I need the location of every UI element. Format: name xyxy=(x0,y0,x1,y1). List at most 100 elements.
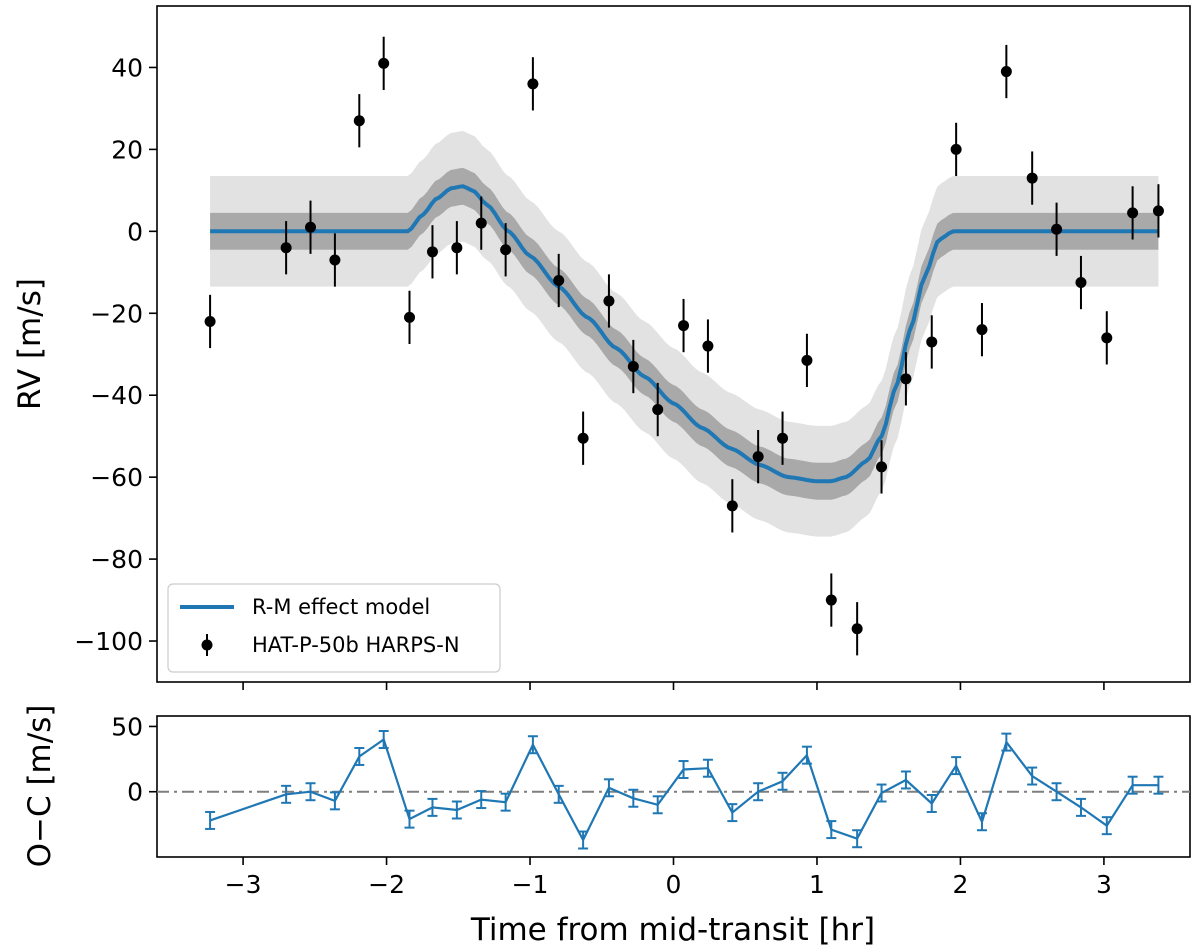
rv-data-point xyxy=(678,298,690,353)
rv-data-point xyxy=(1152,184,1164,238)
residual-point xyxy=(476,790,487,810)
residual-point xyxy=(329,791,340,811)
rv-marker xyxy=(652,404,664,416)
residual-y-ticks: 50 0 xyxy=(111,712,157,807)
residual-point xyxy=(777,771,788,791)
rv-marker xyxy=(553,274,565,286)
residual-point xyxy=(652,795,663,815)
rv-marker xyxy=(1000,66,1012,78)
rv-data-point xyxy=(652,382,664,437)
residual-point xyxy=(1153,775,1164,795)
x-tick-label: −1 xyxy=(512,870,549,899)
rv-data-point xyxy=(876,440,888,494)
residual-point xyxy=(553,784,564,804)
x-tick-label: −3 xyxy=(225,870,262,899)
rv-data-point xyxy=(404,290,416,344)
rv-marker xyxy=(1075,277,1087,289)
model-curve xyxy=(210,184,1159,484)
rv-marker xyxy=(500,244,512,256)
rv-marker xyxy=(1152,205,1164,217)
rv-y-ticks: 40 20 0 −20 −40 −60 −80 −100 xyxy=(74,53,157,656)
rv-data-point xyxy=(500,223,512,277)
rv-marker xyxy=(1051,223,1063,235)
rv-marker xyxy=(305,221,317,233)
residual-point xyxy=(451,800,462,820)
rv-marker xyxy=(702,340,714,352)
residual-point xyxy=(826,820,837,840)
rv-marker xyxy=(577,432,589,444)
residual-point xyxy=(1051,782,1062,802)
rv-marker xyxy=(851,623,863,635)
rv-data-point xyxy=(950,122,962,177)
rv-marker xyxy=(1026,172,1038,184)
residual-point xyxy=(1075,797,1086,817)
residual-point xyxy=(753,782,764,802)
rv-data-points xyxy=(204,36,1164,656)
rv-data-point xyxy=(726,479,738,533)
x-tick-label: −2 xyxy=(368,870,405,899)
rv-data-point xyxy=(305,200,317,254)
rv-marker xyxy=(527,78,539,90)
residual-point xyxy=(951,756,962,776)
rv-marker xyxy=(678,320,690,332)
rv-y-tick-label: −80 xyxy=(90,545,143,574)
rv-marker xyxy=(801,354,813,366)
rv-data-point xyxy=(204,294,216,349)
rv-data-point xyxy=(1026,151,1038,205)
residual-point xyxy=(205,810,216,830)
residual-point xyxy=(702,758,713,778)
residual-y-axis-label: O−C [m/s] xyxy=(22,705,58,868)
residual-point xyxy=(305,782,316,802)
residual-point xyxy=(527,735,538,755)
residual-point xyxy=(427,797,438,817)
residual-point xyxy=(378,730,389,749)
x-tick-label: 3 xyxy=(1096,870,1112,899)
rv-marker xyxy=(404,311,416,323)
legend-model-label: R-M effect model xyxy=(252,595,430,619)
legend-frame xyxy=(167,583,501,673)
rv-data-point xyxy=(280,221,292,275)
rv-marker xyxy=(1101,332,1113,344)
rv-panel: 40 20 0 −20 −40 −60 −80 −100 RV [m/s] R-M effec… xyxy=(12,5,1191,690)
rv-y-tick-label: −100 xyxy=(74,627,143,656)
rv-y-tick-label: −20 xyxy=(90,299,143,328)
legend-data-label: HAT-P-50b HARPS-N xyxy=(252,633,460,657)
rv-data-point xyxy=(603,274,615,328)
rv-y-tick-label: −60 xyxy=(90,463,143,492)
residual-point xyxy=(876,783,887,803)
rv-data-point xyxy=(1101,311,1113,365)
residual-y-tick-label: 0 xyxy=(127,778,143,807)
rv-marker xyxy=(451,242,463,254)
residual-point xyxy=(727,803,738,823)
rv-data-point xyxy=(801,333,813,388)
legend-data-marker xyxy=(201,639,213,651)
x-tick-label: 0 xyxy=(666,870,682,899)
rv-marker xyxy=(280,242,292,254)
rv-marker xyxy=(950,143,962,155)
residual-point xyxy=(678,760,689,780)
rv-marker xyxy=(900,373,912,385)
rv-data-point xyxy=(627,339,639,394)
rv-marker xyxy=(475,217,487,229)
residual-point xyxy=(281,784,292,804)
rv-data-point xyxy=(900,352,912,406)
rv-data-point xyxy=(976,303,988,357)
rv-marker xyxy=(329,254,341,266)
model-outer-band-area xyxy=(210,131,1159,537)
residual-point xyxy=(500,792,511,812)
rv-data-point xyxy=(527,57,539,111)
rv-data-point xyxy=(553,253,565,308)
residual-series xyxy=(205,730,1164,850)
residual-y-tick-label: 50 xyxy=(111,712,143,741)
rv-data-point xyxy=(577,411,589,465)
rv-marker xyxy=(876,461,888,473)
residual-point xyxy=(852,829,863,849)
rv-y-axis-label: RV [m/s] xyxy=(12,278,48,410)
rv-marker xyxy=(825,594,837,606)
rv-marker xyxy=(204,315,216,327)
rv-data-point xyxy=(426,225,438,279)
residual-point xyxy=(801,745,812,765)
residual-x-ticks: −3 −2 −1 0 1 2 3 xyxy=(225,857,1112,899)
x-axis-label: Time from mid-transit [hr] xyxy=(470,912,875,948)
